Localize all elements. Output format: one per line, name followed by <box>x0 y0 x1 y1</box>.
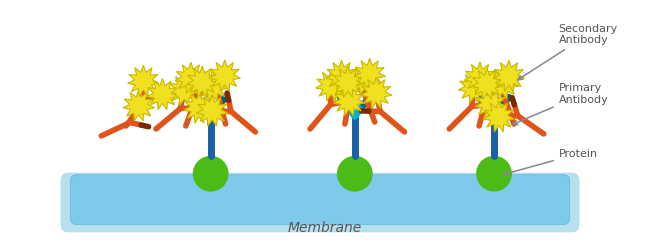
Circle shape <box>337 156 373 192</box>
Text: Membrane: Membrane <box>288 221 362 235</box>
Polygon shape <box>332 66 364 97</box>
Polygon shape <box>458 72 490 103</box>
Polygon shape <box>354 58 386 89</box>
Polygon shape <box>316 70 347 101</box>
Polygon shape <box>464 62 496 93</box>
Circle shape <box>476 156 512 192</box>
Polygon shape <box>483 101 515 132</box>
Polygon shape <box>175 62 207 93</box>
Polygon shape <box>168 74 200 105</box>
FancyBboxPatch shape <box>60 173 579 232</box>
Polygon shape <box>493 60 525 92</box>
Polygon shape <box>333 85 365 116</box>
Polygon shape <box>187 66 218 97</box>
Polygon shape <box>183 92 215 123</box>
Polygon shape <box>487 68 518 99</box>
Text: Protein: Protein <box>503 149 598 175</box>
Polygon shape <box>475 88 506 119</box>
Polygon shape <box>123 90 154 121</box>
Polygon shape <box>471 68 503 99</box>
Text: Primary
Antibody: Primary Antibody <box>513 83 608 124</box>
Polygon shape <box>209 60 240 91</box>
Polygon shape <box>349 64 380 95</box>
FancyBboxPatch shape <box>71 175 570 224</box>
Polygon shape <box>360 77 392 108</box>
Polygon shape <box>128 65 159 96</box>
Polygon shape <box>326 60 357 91</box>
Text: Secondary
Antibody: Secondary Antibody <box>518 24 618 80</box>
Polygon shape <box>196 95 228 126</box>
Polygon shape <box>146 79 178 110</box>
Polygon shape <box>197 70 229 101</box>
Circle shape <box>192 156 229 192</box>
